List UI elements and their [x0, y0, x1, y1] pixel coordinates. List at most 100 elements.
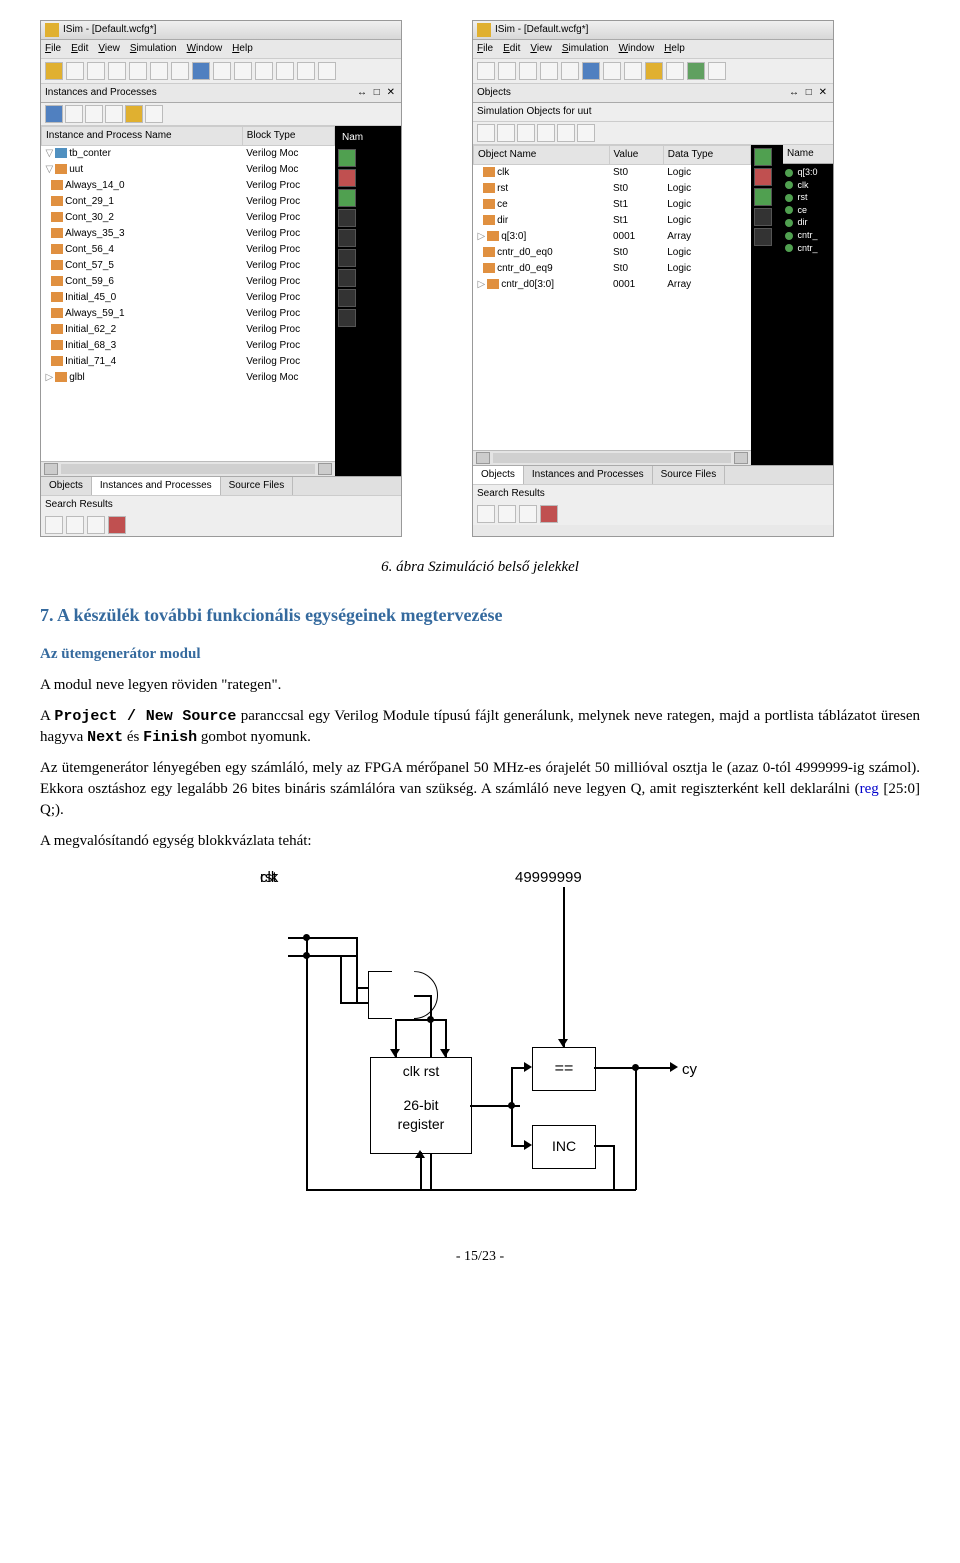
clear-icon[interactable] — [540, 505, 558, 523]
toolbar-button[interactable] — [603, 62, 621, 80]
table-row[interactable]: Initial_71_4Verilog Proc — [42, 354, 335, 370]
wave-button[interactable] — [338, 269, 356, 287]
search-icon[interactable] — [87, 516, 105, 534]
toolbar-button[interactable] — [66, 62, 84, 80]
panel-controls[interactable]: ↔ □ ✕ — [357, 86, 397, 100]
tab[interactable]: Instances and Processes — [92, 477, 221, 495]
menu-item[interactable]: File — [477, 42, 493, 56]
wave-button[interactable] — [338, 309, 356, 327]
scrollbar[interactable] — [473, 450, 751, 465]
toolbar-button[interactable] — [537, 124, 555, 142]
toolbar-button[interactable] — [125, 105, 143, 123]
toolbar-button[interactable] — [624, 62, 642, 80]
table-row[interactable]: rstSt0Logic — [474, 181, 751, 197]
toolbar-button[interactable] — [255, 62, 273, 80]
wave-signal[interactable]: ce — [785, 204, 831, 217]
table-row[interactable]: ceSt1Logic — [474, 197, 751, 213]
table-row[interactable]: Always_35_3Verilog Proc — [42, 226, 335, 242]
table-row[interactable]: Cont_30_2Verilog Proc — [42, 210, 335, 226]
table-row[interactable]: clkSt0Logic — [474, 165, 751, 182]
search-icon[interactable] — [477, 505, 495, 523]
toolbar-button[interactable] — [129, 62, 147, 80]
toolbar-button[interactable] — [497, 124, 515, 142]
wave-button[interactable] — [338, 149, 356, 167]
wave-button[interactable] — [754, 168, 772, 186]
toolbar-button[interactable] — [192, 62, 210, 80]
toolbar-button[interactable] — [213, 62, 231, 80]
menu-item[interactable]: Window — [619, 42, 655, 56]
table-row[interactable]: Initial_45_0Verilog Proc — [42, 290, 335, 306]
toolbar-button[interactable] — [577, 124, 595, 142]
toolbar-button[interactable] — [65, 105, 83, 123]
toolbar-button[interactable] — [145, 105, 163, 123]
toolbar-button[interactable] — [561, 62, 579, 80]
table-row[interactable]: Always_14_0Verilog Proc — [42, 178, 335, 194]
toolbar-button[interactable] — [519, 62, 537, 80]
toolbar-button[interactable] — [666, 62, 684, 80]
table-row[interactable]: Cont_56_4Verilog Proc — [42, 242, 335, 258]
toolbar-button[interactable] — [557, 124, 575, 142]
wave-signal[interactable]: rst — [785, 191, 831, 204]
toolbar-button[interactable] — [517, 124, 535, 142]
toolbar-button[interactable] — [477, 62, 495, 80]
toolbar-button[interactable] — [171, 62, 189, 80]
toolbar-button[interactable] — [582, 62, 600, 80]
toolbar-button[interactable] — [45, 105, 63, 123]
wave-button[interactable] — [338, 289, 356, 307]
wave-signal[interactable]: clk — [785, 179, 831, 192]
table-row[interactable]: dirSt1Logic — [474, 213, 751, 229]
toolbar-button[interactable] — [234, 62, 252, 80]
toolbar-button[interactable] — [108, 62, 126, 80]
col-header[interactable]: Data Type — [663, 146, 750, 165]
search-icon[interactable] — [498, 505, 516, 523]
wave-button[interactable] — [754, 228, 772, 246]
wave-signal[interactable]: q[3:0 — [785, 166, 831, 179]
menu-item[interactable]: View — [98, 42, 120, 56]
tab[interactable]: Instances and Processes — [524, 466, 653, 484]
wave-button[interactable] — [754, 148, 772, 166]
wave-button[interactable] — [338, 189, 356, 207]
tab[interactable]: Objects — [41, 477, 92, 495]
table-row[interactable]: cntr_d0_eq9St0Logic — [474, 261, 751, 277]
wave-button[interactable] — [338, 249, 356, 267]
tab[interactable]: Source Files — [221, 477, 294, 495]
clear-icon[interactable] — [108, 516, 126, 534]
wave-button[interactable] — [754, 208, 772, 226]
table-row[interactable]: Initial_62_2Verilog Proc — [42, 322, 335, 338]
wave-signal[interactable]: dir — [785, 216, 831, 229]
table-row[interactable]: ▽tb_conterVerilog Moc — [42, 146, 335, 163]
toolbar-button[interactable] — [276, 62, 294, 80]
table-row[interactable]: Always_59_1Verilog Proc — [42, 306, 335, 322]
search-icon[interactable] — [45, 516, 63, 534]
search-icon[interactable] — [519, 505, 537, 523]
toolbar-button[interactable] — [645, 62, 663, 80]
toolbar-button[interactable] — [540, 62, 558, 80]
toolbar-button[interactable] — [498, 62, 516, 80]
table-row[interactable]: Cont_57_5Verilog Proc — [42, 258, 335, 274]
col-header[interactable]: Object Name — [474, 146, 610, 165]
toolbar-button[interactable] — [477, 124, 495, 142]
table-row[interactable]: Cont_29_1Verilog Proc — [42, 194, 335, 210]
wave-button[interactable] — [338, 229, 356, 247]
toolbar-button[interactable] — [85, 105, 103, 123]
tab[interactable]: Source Files — [653, 466, 726, 484]
tab[interactable]: Objects — [473, 466, 524, 484]
table-row[interactable]: ▷glblVerilog Moc — [42, 370, 335, 386]
toolbar-button[interactable] — [87, 62, 105, 80]
wave-signal[interactable]: cntr_ — [785, 242, 831, 255]
menu-item[interactable]: Simulation — [562, 42, 609, 56]
toolbar-button[interactable] — [105, 105, 123, 123]
toolbar-button[interactable] — [687, 62, 705, 80]
table-row[interactable]: Initial_68_3Verilog Proc — [42, 338, 335, 354]
table-row[interactable]: Cont_59_6Verilog Proc — [42, 274, 335, 290]
table-row[interactable]: cntr_d0_eq0St0Logic — [474, 245, 751, 261]
toolbar-button[interactable] — [318, 62, 336, 80]
col-header[interactable]: Instance and Process Name — [42, 127, 243, 146]
menu-item[interactable]: Help — [664, 42, 685, 56]
col-header[interactable]: Block Type — [242, 127, 334, 146]
table-row[interactable]: ▷cntr_d0[3:0]0001Array — [474, 277, 751, 293]
panel-controls[interactable]: ↔ □ ✕ — [789, 86, 829, 100]
menu-item[interactable]: File — [45, 42, 61, 56]
toolbar-button[interactable] — [297, 62, 315, 80]
menu-item[interactable]: Edit — [503, 42, 520, 56]
